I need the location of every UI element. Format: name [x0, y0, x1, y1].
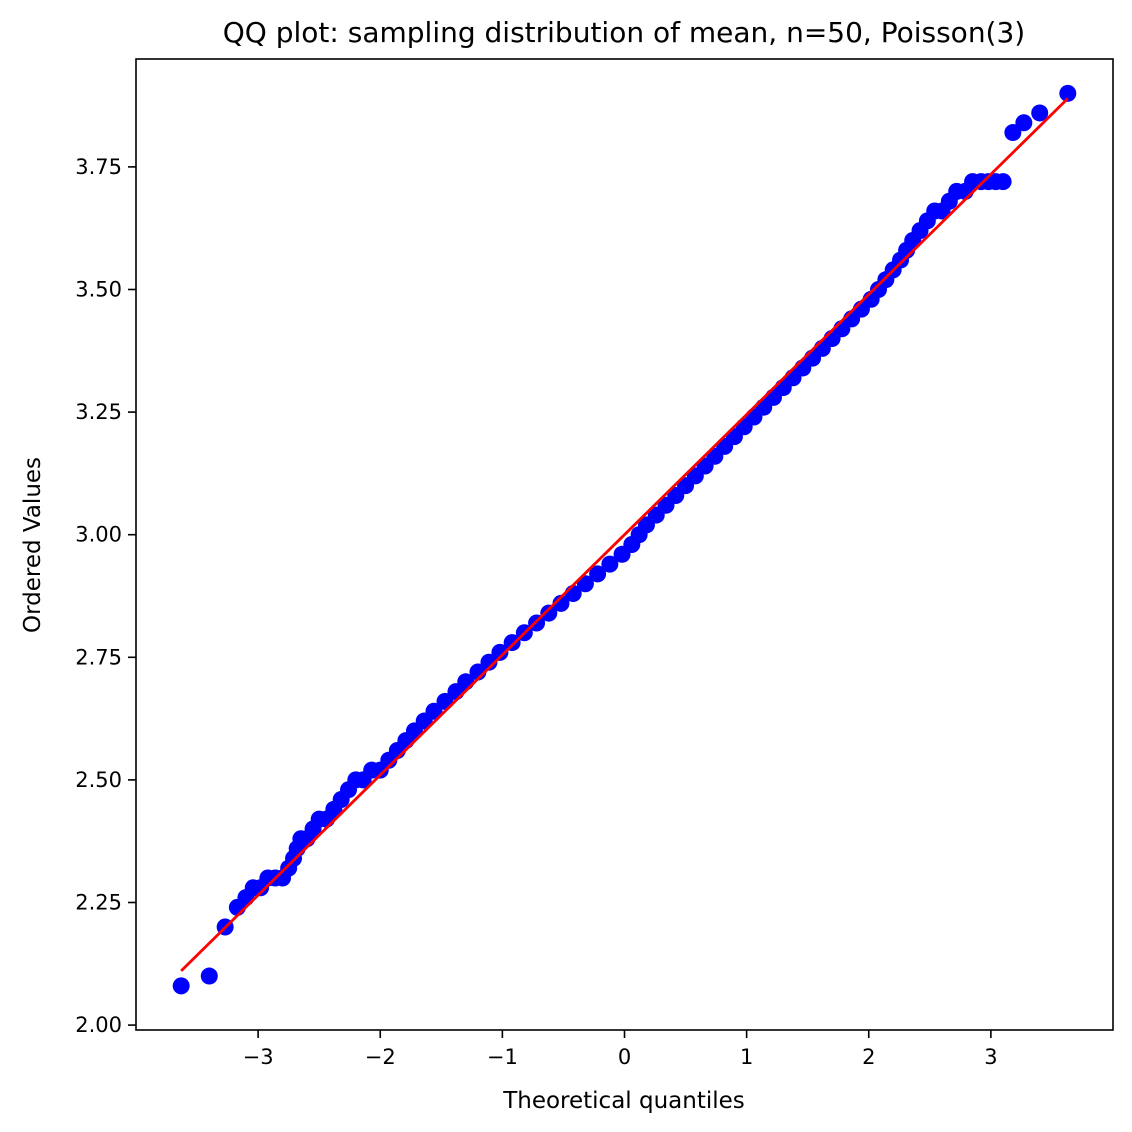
data-point [994, 173, 1012, 191]
plot-marks [172, 84, 1077, 995]
y-tick-label: 3.50 [75, 277, 122, 301]
data-point [552, 594, 570, 612]
data-point [601, 555, 619, 573]
data-point [480, 653, 498, 671]
x-tick-label: 2 [862, 1045, 875, 1069]
data-point [1031, 104, 1049, 122]
data-point [200, 967, 218, 985]
y-tick-label: 2.75 [75, 645, 122, 669]
data-point [1059, 84, 1077, 102]
x-tick-label: 0 [618, 1045, 631, 1069]
y-axis-ticks: 2.00 2.25 2.50 2.75 3.00 3.25 3.50 3.75 [75, 155, 136, 1037]
data-point [503, 634, 521, 652]
data-point [1015, 114, 1033, 132]
y-tick-label: 3.75 [75, 155, 122, 179]
y-tick-label: 2.50 [75, 768, 122, 792]
x-axis-label: Theoretical quantiles [502, 1088, 745, 1114]
chart-title: QQ plot: sampling distribution of mean, … [223, 16, 1025, 49]
fit-line [180, 97, 1069, 972]
data-point [576, 575, 594, 593]
y-tick-label: 3.00 [75, 523, 122, 547]
x-tick-label: −1 [487, 1045, 518, 1069]
data-point [540, 604, 558, 622]
x-tick-label: −3 [243, 1045, 274, 1069]
y-tick-label: 2.25 [75, 890, 122, 914]
data-point [589, 565, 607, 583]
y-tick-label: 3.25 [75, 400, 122, 424]
y-axis-label: Ordered Values [20, 457, 46, 633]
x-axis-ticks: −3 −2 −1 0 1 2 3 [243, 1030, 998, 1069]
data-point [491, 643, 509, 661]
x-tick-label: −2 [365, 1045, 396, 1069]
y-tick-label: 2.00 [75, 1013, 122, 1037]
x-tick-label: 3 [984, 1045, 997, 1069]
data-point [172, 977, 190, 995]
data-point [1004, 124, 1022, 142]
x-tick-label: 1 [740, 1045, 753, 1069]
data-point [425, 702, 443, 720]
